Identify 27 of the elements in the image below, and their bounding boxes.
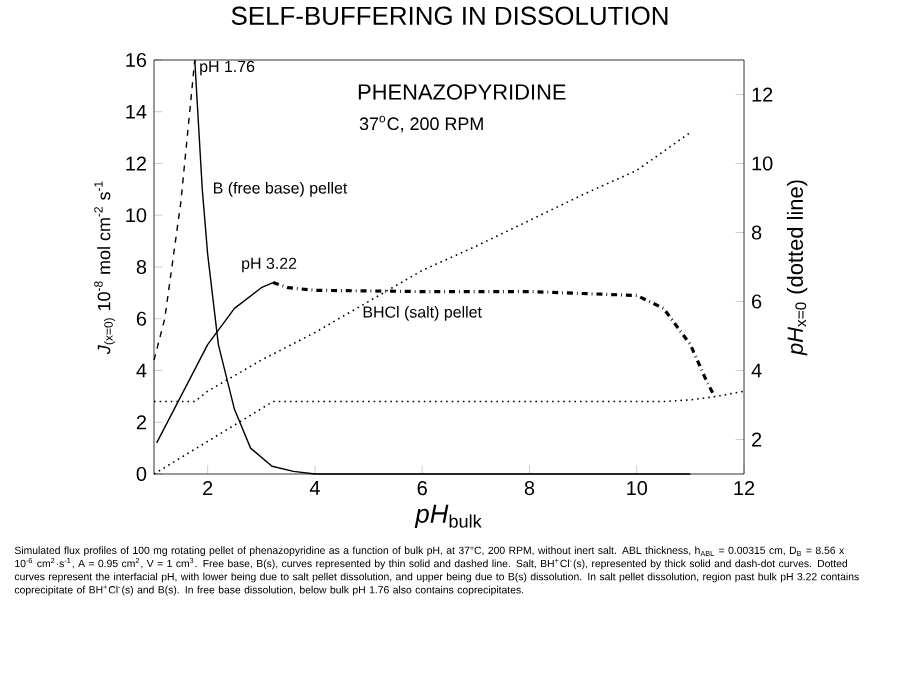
x-tick-label: 2 [203,481,213,495]
y-tick-label: 4 [136,363,147,378]
y-tick-label: 10 [126,208,147,223]
y-tick-label: 8 [136,259,147,275]
y2-axis-title: pH$_{x=0}$ (dotted line) [786,180,808,356]
x-tick-label: 6 [417,481,427,496]
x-tick-label: 12 [734,481,755,495]
y-tick-label: 16 [126,52,147,68]
y-axis-title: J$_{(x=0)}$ 10$^{-8}$ mol cm$^{-2}$ s$^{-1}$ [94,181,116,355]
y-tick-label: 12 [126,156,146,171]
y2-tick-label: 12 [752,87,773,102]
y2-tick-label: 10 [752,156,773,171]
y2-tick-label: 4 [751,363,762,378]
y-tick-label: 6 [136,311,147,326]
x-tick-label: 4 [309,481,320,495]
x-axis-title: pH$_{bulk}$ [414,504,482,529]
x-tick-label: 8 [524,481,535,496]
annotation: PHENAZOPYRIDINE [358,84,566,100]
x-tick-label: 10 [627,481,648,496]
chart-title: SELF-BUFFERING IN DISSOLUTION [231,6,668,25]
y2-tick-label: 8 [751,225,762,240]
annotation: 37$^{o}$C, 200 RPM [359,115,483,133]
y2-tick-label: 6 [752,294,762,309]
y-tick-label: 14 [126,104,147,119]
y-tick-label: 2 [136,415,146,430]
y2-tick-label: 2 [752,432,762,447]
y-tick-label: 0 [136,466,147,482]
